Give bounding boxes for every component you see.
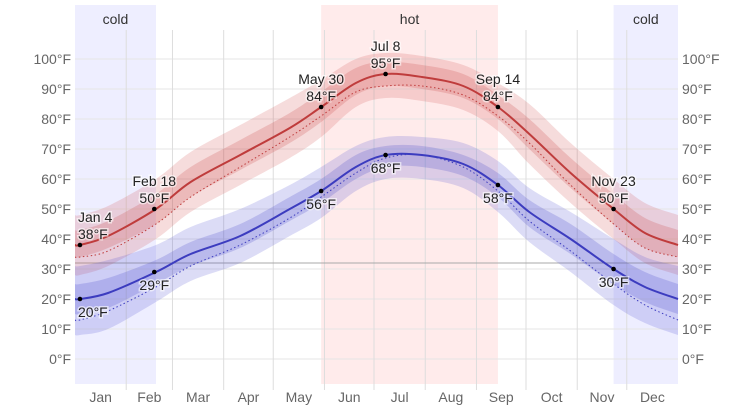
band-p10-p90-high (75, 52, 678, 276)
annotation-point-high (495, 104, 501, 110)
annotation-value-high: 84°F (306, 88, 336, 104)
x-tick-label: May (286, 389, 312, 405)
y-tick-label-right: 60°F (682, 171, 712, 187)
y-tick-label-left: 20°F (41, 291, 71, 307)
y-tick-label-left: 40°F (41, 231, 71, 247)
annotation-value-high: 95°F (371, 55, 401, 71)
annotation-date-high: Nov 23 (591, 173, 636, 189)
annotation-value-low: 20°F (78, 304, 108, 320)
annotation-point-low (383, 152, 388, 158)
annotation-value-low: 58°F (483, 190, 513, 206)
annotation-value-low: 30°F (599, 274, 629, 290)
season-bands: cold hot cold (75, 5, 678, 384)
x-tick-label: Sep (489, 389, 514, 405)
season-band-cold (75, 5, 156, 384)
y-tick-label-left: 90°F (41, 81, 71, 97)
annotation-value-low: 68°F (371, 160, 401, 176)
x-tick-label: Jun (338, 389, 361, 405)
line-high (74, 72, 679, 247)
annotation-value-low: 56°F (306, 196, 336, 212)
y-tick-label-right: 50°F (682, 201, 712, 217)
season-band-cold (613, 5, 678, 384)
y-tick-label-left: 0°F (49, 351, 71, 367)
season-label-cold: cold (633, 11, 659, 27)
season-label-hot: hot (400, 11, 420, 27)
annotation-point-low (495, 182, 501, 188)
perceived-line-high (74, 84, 679, 258)
annotation-point-low (611, 266, 616, 272)
x-tick-label: Aug (438, 389, 463, 405)
x-tick-label: Jul (391, 389, 409, 405)
season-band-hot (321, 5, 498, 384)
y-tick-label-right: 20°F (682, 291, 712, 307)
y-tick-label-left: 60°F (41, 171, 71, 187)
annotation-date-high: Sep 14 (476, 71, 521, 87)
annotation-date-high: Jul 8 (371, 38, 401, 54)
annotation-date-high: Jan 4 (78, 209, 112, 225)
annotation-point-low (318, 188, 324, 194)
annotation-value-high: 38°F (78, 226, 108, 242)
annotation-value-high: 50°F (139, 190, 169, 206)
y-tick-label-left: 70°F (41, 141, 71, 157)
band-p10-p90-low (75, 136, 678, 336)
x-tick-label: Nov (590, 389, 615, 405)
annotation-point-high (77, 242, 83, 248)
annotation-value-low: 29°F (139, 277, 169, 293)
annotation-point-high (611, 206, 616, 212)
axes: 0°F 0°F 10°F 10°F 20°F 20°F 30°F 30°F 40°F 40°F 50… (33, 51, 719, 405)
y-tick-label-left: 30°F (41, 261, 71, 277)
y-tick-label-left: 10°F (41, 321, 71, 337)
y-tick-label-right: 100°F (682, 51, 720, 67)
y-tick-label-right: 10°F (682, 321, 712, 337)
y-tick-label-right: 0°F (682, 351, 704, 367)
series (74, 52, 679, 336)
annotation-point-low (77, 296, 83, 302)
y-tick-label-left: 50°F (41, 201, 71, 217)
y-tick-label-right: 40°F (682, 231, 712, 247)
annotation-point-high (318, 104, 324, 110)
annotation-date-high: May 30 (298, 71, 344, 87)
annotation-date-high: Feb 18 (133, 173, 177, 189)
y-tick-label-right: 90°F (682, 81, 712, 97)
y-tick-label-left: 100°F (33, 51, 71, 67)
gridlines (75, 30, 678, 390)
x-tick-label: Feb (137, 389, 161, 405)
annotation-point-low (151, 269, 157, 275)
perceived-line-low (74, 153, 679, 322)
annotation-point-high (151, 206, 157, 212)
x-tick-label: Oct (541, 389, 563, 405)
line-low (74, 152, 679, 301)
x-tick-label: Jan (89, 389, 112, 405)
annotation-value-high: 50°F (599, 190, 629, 206)
y-tick-label-right: 70°F (682, 141, 712, 157)
y-tick-label-right: 80°F (682, 111, 712, 127)
x-tick-label: Apr (238, 389, 260, 405)
y-tick-label-left: 80°F (41, 111, 71, 127)
season-label-cold: cold (103, 11, 129, 27)
annotation-point-high (383, 71, 388, 77)
x-tick-label: Dec (640, 389, 665, 405)
x-tick-label: Mar (186, 389, 210, 405)
annotation-value-high: 84°F (483, 88, 513, 104)
y-tick-label-right: 30°F (682, 261, 712, 277)
